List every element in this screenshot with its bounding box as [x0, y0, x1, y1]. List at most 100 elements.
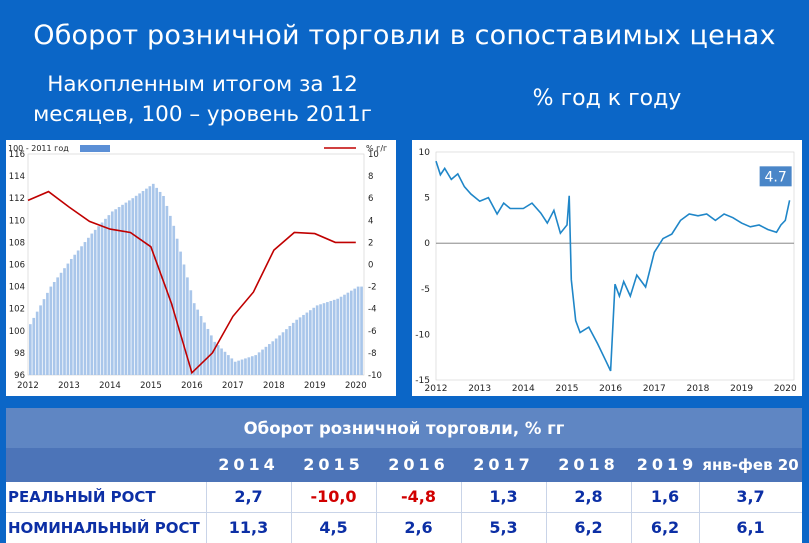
bar: [76, 250, 80, 375]
x-tick-label: 2015: [556, 384, 579, 394]
bar: [148, 186, 152, 375]
cell: 4,5: [319, 518, 348, 537]
bar: [151, 183, 155, 375]
bar: [104, 218, 107, 375]
x-tick-label: 2013: [58, 381, 80, 391]
bar: [278, 335, 281, 375]
x-tick-label: 2013: [468, 384, 491, 394]
y-right-tick-label: 8: [368, 172, 373, 182]
yoy-chart-panel: 10 5 0 -5 -10 -15 2012 2013 2014 2015 2016 2017 2018…: [412, 140, 802, 396]
bar: [117, 207, 121, 375]
bar: [254, 355, 258, 375]
y-left-tick-label: 100: [9, 327, 25, 337]
last-value-badge: [759, 166, 792, 187]
bar: [349, 290, 353, 375]
y-tick-label: -5: [421, 285, 430, 295]
bar: [305, 312, 309, 375]
bar: [209, 335, 213, 375]
row-label: РЕАЛЬНЫЙ РОСТ: [8, 488, 156, 506]
cell: 2,6: [404, 518, 433, 537]
bar: [339, 296, 343, 375]
bar: [288, 326, 292, 375]
bar: [179, 251, 182, 375]
bar: [69, 258, 73, 375]
bar: [124, 202, 128, 375]
legend-bar-swatch: [80, 145, 110, 152]
bar: [189, 290, 193, 375]
bar: [309, 310, 312, 375]
bar: [356, 286, 360, 375]
bar: [100, 222, 104, 375]
bar: [141, 191, 145, 375]
bar: [114, 209, 118, 375]
x-tick-label: 2017: [643, 384, 666, 394]
y-left-tick-label: 108: [9, 238, 25, 248]
bar: [121, 204, 124, 375]
bar: [131, 198, 135, 375]
bar: [52, 281, 56, 375]
bar: [240, 359, 244, 375]
bar: [206, 328, 210, 375]
bar: [80, 246, 83, 375]
bar: [97, 226, 100, 375]
bar: [223, 351, 227, 375]
y-left-tick-label: 114: [9, 172, 25, 182]
col-header: 2017: [473, 455, 534, 474]
bar: [59, 272, 63, 375]
right-chart-subtitle: % год к году: [532, 86, 682, 111]
y-right-tick-label: -2: [368, 283, 376, 293]
y-left-tick-label: 106: [9, 261, 25, 271]
y-right-tick-label: 10: [368, 150, 379, 160]
y-right-tick-label: 4: [368, 216, 373, 226]
bar: [298, 317, 302, 375]
bar: [56, 277, 59, 375]
bar: [162, 195, 165, 375]
col-header: 2015: [303, 455, 364, 474]
retail-table: Оборот розничной торговли, % гг 2014 201…: [6, 408, 802, 543]
plot-area: [435, 151, 795, 381]
page-title: Оборот розничной торговли в сопоставимых…: [33, 19, 776, 51]
y-left-tick-label: 96: [14, 371, 25, 381]
bar: [87, 237, 90, 375]
bar: [186, 277, 189, 375]
bar: [244, 358, 247, 375]
bar: [155, 187, 159, 375]
bar: [169, 215, 172, 375]
x-tick-label: 2014: [512, 384, 535, 394]
y-left-tick-label: 112: [9, 194, 25, 204]
cumulative-chart: 9698100102104106108110112114116-10-8-6-4…: [8, 144, 387, 391]
bar: [203, 322, 206, 375]
bar: [93, 229, 97, 375]
bar: [233, 361, 237, 375]
y-right-tick-label: 2: [368, 238, 373, 248]
cell: 2,7: [234, 487, 263, 506]
col-header: 2014: [218, 455, 279, 474]
bar: [49, 286, 53, 375]
bar: [220, 348, 223, 375]
bar: [39, 305, 42, 375]
y-tick-label: -10: [415, 330, 430, 340]
x-tick-label: 2015: [140, 381, 162, 391]
bar: [268, 344, 271, 375]
col-header: 2016: [388, 455, 449, 474]
y-right-tick-label: -6: [368, 327, 376, 337]
bar: [319, 304, 322, 375]
cumulative-chart-panel: 96 98 100 102 104 106 108 110 112 114 116 -10 -8 -6 -4…: [6, 140, 396, 396]
table-year-header: 2014 2015 2016 2017 2018 2019 янв-фев 20: [6, 448, 802, 482]
x-tick-label: 2016: [599, 384, 622, 394]
cell: 3,7: [736, 487, 765, 506]
y-right-tick-label: -10: [368, 371, 382, 381]
bar: [227, 355, 230, 375]
bar: [237, 360, 240, 375]
y-right-tick-label: 6: [368, 194, 373, 204]
y-right-tick-label: -4: [368, 305, 376, 315]
bar: [343, 294, 346, 375]
col-header: 2019: [636, 455, 698, 474]
bar: [264, 346, 268, 375]
bar: [83, 242, 87, 375]
bar: [322, 303, 326, 375]
bar: [35, 311, 39, 375]
x-tick-label: 2014: [99, 381, 121, 391]
x-tick-label: 2020: [774, 384, 797, 394]
